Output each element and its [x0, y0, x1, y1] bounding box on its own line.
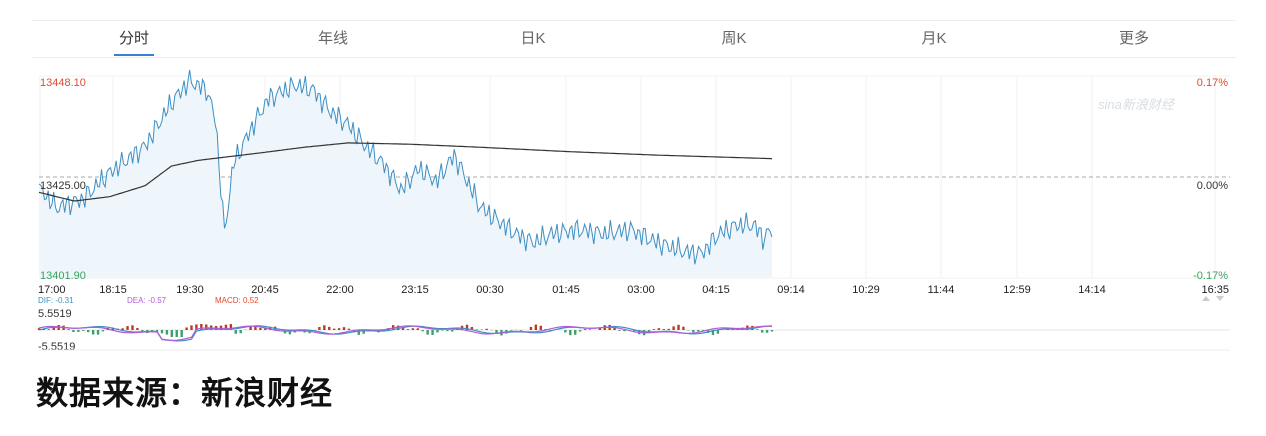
time-tick-15: 16:35 [1201, 284, 1229, 296]
time-tick-13: 12:59 [1003, 284, 1031, 296]
tab-3[interactable]: 周K [721, 30, 747, 47]
time-tick-8: 03:00 [627, 284, 655, 296]
macd-dea-label: DEA: -0.57 [127, 296, 167, 305]
macd-dif-line [38, 325, 773, 342]
time-tick-1: 18:15 [99, 284, 127, 296]
price-line [38, 69, 773, 265]
tab-5[interactable]: 更多 [1118, 30, 1149, 47]
intraday-chart: 13448.10 13425.00 13401.90 0.17% 0.00% -0.17%… [37, 69, 1230, 353]
time-tick-4: 22:00 [326, 284, 354, 296]
data-source-caption: 数据来源：新浪财经 [36, 374, 334, 412]
price-area-fill [39, 69, 772, 279]
tab-1[interactable]: 年线 [317, 30, 348, 47]
time-tick-11: 10:29 [852, 284, 880, 296]
time-tick-2: 19:30 [176, 284, 204, 296]
time-tick-5: 23:15 [401, 284, 429, 296]
time-tick-14: 14:14 [1078, 284, 1106, 296]
tab-0[interactable]: 分时 [74, 21, 194, 56]
sina-watermark: sina新浪财经 [1098, 97, 1176, 112]
tab-2[interactable]: 日K [520, 30, 546, 47]
scroll-up-arrow [1202, 296, 1210, 301]
y-label-bottom: 13401.90 [40, 270, 86, 282]
pct-label-top: 0.17% [1197, 77, 1228, 89]
macd-value-label: MACD: 0.52 [215, 296, 259, 305]
average-price-line [38, 142, 772, 202]
period-tabs: 分时 年线 日K 周K 月K 更多 [32, 20, 1236, 58]
time-tick-6: 00:30 [476, 284, 504, 296]
scroll-down-arrow [1216, 296, 1224, 301]
time-tick-9: 04:15 [702, 284, 730, 296]
time-tick-12: 11:44 [928, 284, 955, 296]
active-tab-underline [114, 54, 154, 56]
macd-bottom-label: -5.5519 [38, 341, 75, 353]
tab-4[interactable]: 月K [921, 30, 947, 47]
time-tick-0: 17:00 [38, 284, 66, 296]
macd-top-label: 5.5519 [38, 308, 72, 320]
y-label-mid: 13425.00 [40, 180, 86, 192]
time-tick-10: 09:14 [777, 284, 805, 296]
y-label-top: 13448.10 [40, 77, 86, 89]
pct-label-mid: 0.00% [1197, 180, 1228, 192]
macd-dif-label: DIF: -0.31 [38, 296, 74, 305]
macd-dea-line [38, 325, 773, 342]
time-tick-3: 20:45 [251, 284, 279, 296]
time-tick-7: 01:45 [552, 284, 580, 296]
pct-label-bottom: -0.17% [1193, 270, 1228, 282]
